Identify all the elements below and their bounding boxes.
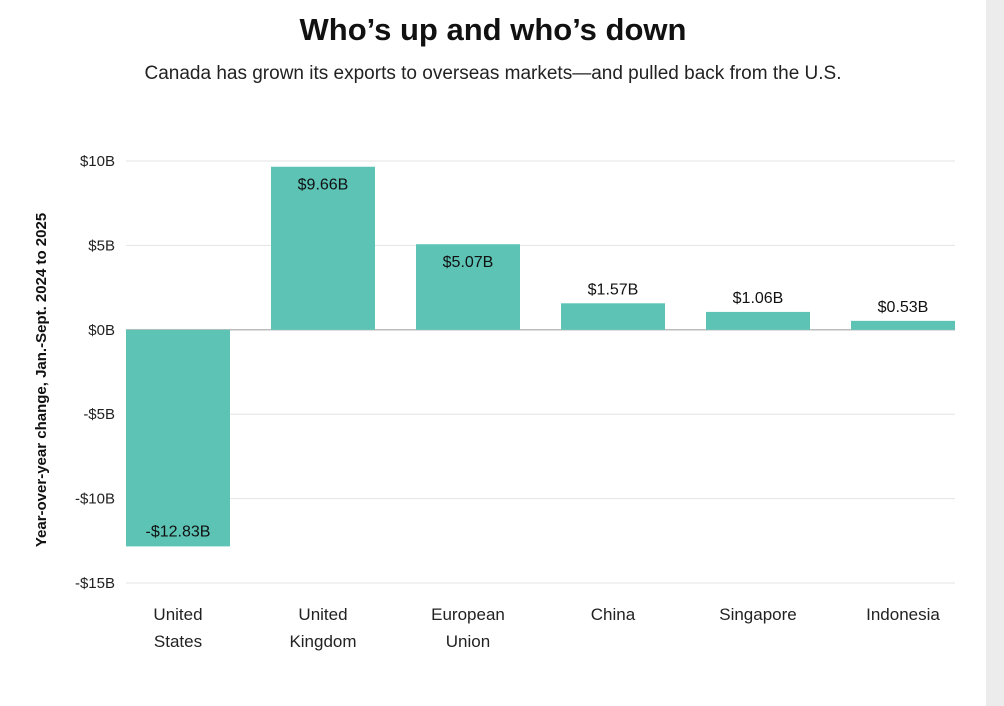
bar [126, 329, 230, 547]
y-axis-label: Year-over-year change, Jan.-Sept. 2024 t… [33, 213, 50, 547]
y-tick-label: $5B [88, 237, 115, 254]
bar-value-label: $0.53B [878, 299, 929, 316]
y-tick-label: -$10B [75, 491, 115, 508]
bar [561, 303, 665, 330]
category-label: Singapore [719, 605, 797, 624]
chart-subtitle: Canada has grown its exports to overseas… [144, 63, 842, 84]
bars [126, 166, 955, 547]
bar-value-label: $1.06B [733, 290, 784, 307]
bar [851, 320, 955, 330]
bar-value-label: $9.66B [298, 177, 349, 194]
bar-value-label: $5.07B [443, 254, 494, 271]
y-tick-label: $0B [88, 322, 115, 339]
category-label: United Kingdom [289, 605, 356, 651]
bar [416, 244, 520, 330]
y-axis-ticks: $10B $5B $0B -$5B -$10B -$15B [75, 153, 115, 592]
bar-value-label: $1.57B [588, 281, 639, 298]
gridlines [126, 160, 955, 584]
data-labels: -$12.83B $9.66B $5.07B $1.57B $1.06B $0.53B [146, 177, 929, 541]
chart-title: Who’s up and who’s down [299, 12, 687, 47]
category-label: United States [153, 605, 202, 651]
bar [706, 311, 810, 330]
category-label: European Union [431, 605, 505, 651]
y-tick-label: -$15B [75, 575, 115, 592]
bar-value-label: -$12.83B [146, 523, 211, 540]
category-label: Indonesia [866, 605, 940, 624]
category-label: China [591, 605, 636, 624]
bar [271, 166, 375, 330]
y-tick-label: $10B [80, 153, 115, 170]
window-edge [986, 0, 1004, 706]
y-tick-label: -$5B [83, 406, 115, 423]
x-axis-categories: United States United Kingdom European Union Ch… [153, 605, 940, 651]
